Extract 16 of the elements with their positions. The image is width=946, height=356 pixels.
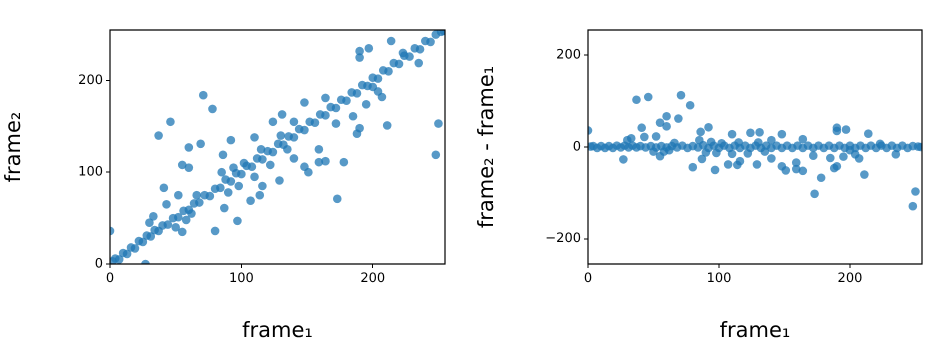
y-tick-label: 0 <box>572 139 581 154</box>
y-tick-label: 0 <box>94 256 103 272</box>
y-tick-label: 100 <box>78 164 103 180</box>
y-tick-label: 200 <box>78 72 103 88</box>
x-tick-label: 100 <box>706 271 732 286</box>
x-axis-title: frame₁ <box>720 318 790 342</box>
x-tick-label: 200 <box>360 271 386 286</box>
y-tick-label: −200 <box>545 231 581 246</box>
x-tick-label: 0 <box>584 271 592 286</box>
y-tick-label: 200 <box>556 48 581 63</box>
y-axis-title: frame₂ - frame₁ <box>474 66 498 228</box>
y-axis-title: frame₂ <box>1 112 26 182</box>
x-tick-label: 100 <box>228 271 254 286</box>
x-axis-title: frame₁ <box>242 318 313 342</box>
x-tick-label: 0 <box>106 271 114 286</box>
x-tick-label: 200 <box>838 271 862 286</box>
